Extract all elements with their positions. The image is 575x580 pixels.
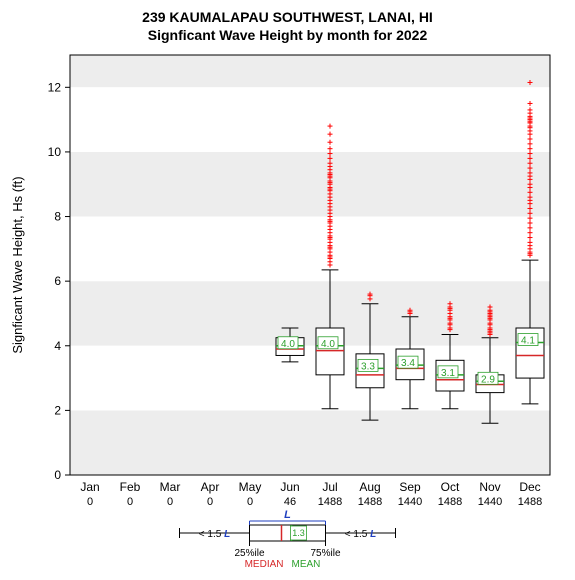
x-category-label: Apr xyxy=(201,480,220,494)
x-category-label: Feb xyxy=(120,480,141,494)
ytick-label: 6 xyxy=(54,274,61,288)
mean-label: 4.0 xyxy=(321,339,335,350)
mean-label: 3.3 xyxy=(361,361,375,372)
x-category-label: May xyxy=(239,480,262,494)
x-count-label: 0 xyxy=(87,496,93,508)
legend-L: L xyxy=(284,509,291,521)
ytick-label: 0 xyxy=(54,468,61,482)
mean-label: 2.9 xyxy=(481,374,495,385)
x-count-label: 46 xyxy=(284,496,296,508)
boxplot-chart: 024681012Signficant Wave Height, Hs (ft)… xyxy=(0,0,575,580)
grid-band xyxy=(70,152,550,217)
legend-mean-value: 1.3 xyxy=(292,528,305,538)
box xyxy=(316,328,344,375)
legend-lt15-left: < 1.5 L xyxy=(199,529,230,540)
x-category-label: Jun xyxy=(280,480,299,494)
legend-box xyxy=(250,525,326,541)
ytick-label: 2 xyxy=(54,403,61,417)
x-category-label: Aug xyxy=(359,480,380,494)
legend-25: 25%ile xyxy=(234,548,264,559)
svg-text:< 1.5 L: < 1.5 L xyxy=(345,529,376,540)
legend-75: 75%ile xyxy=(310,548,340,559)
x-category-label: Jul xyxy=(322,480,337,494)
mean-label: 3.4 xyxy=(401,358,415,369)
x-category-label: Nov xyxy=(479,480,500,494)
chart-title-2: Signficant Wave Height by month for 2022 xyxy=(148,27,428,43)
x-count-label: 1488 xyxy=(518,496,542,508)
x-count-label: 1440 xyxy=(398,496,422,508)
ytick-label: 12 xyxy=(48,80,62,94)
x-count-label: 0 xyxy=(167,496,173,508)
ytick-label: 8 xyxy=(54,210,61,224)
legend-median-label: MEDIAN xyxy=(245,559,284,570)
mean-label: 3.1 xyxy=(441,368,455,379)
grid-band xyxy=(70,217,550,282)
x-count-label: 1488 xyxy=(358,496,382,508)
legend-mean-label: MEAN xyxy=(292,559,321,570)
legend: 1.3L 25%ile 75%ile < 1.5 L < 1.5 L MEDIAN MEAN xyxy=(180,509,396,570)
x-count-label: 1440 xyxy=(478,496,502,508)
grid-band xyxy=(70,281,550,346)
x-category-label: Dec xyxy=(519,480,540,494)
grid-band xyxy=(70,87,550,152)
x-category-label: Mar xyxy=(160,480,181,494)
y-axis-label: Signficant Wave Height, Hs (ft) xyxy=(10,176,25,353)
ytick-label: 10 xyxy=(48,145,62,159)
legend-lt15-right: < 1.5 L xyxy=(345,529,376,540)
x-count-label: 0 xyxy=(127,496,133,508)
svg-text:< 1.5 L: < 1.5 L xyxy=(199,529,230,540)
chart-title-1: 239 KAUMALAPAU SOUTHWEST, LANAI, HI xyxy=(142,9,433,25)
x-category-label: Sep xyxy=(399,480,421,494)
mean-label: 4.1 xyxy=(521,336,535,347)
x-count-label: 1488 xyxy=(318,496,342,508)
grid-band xyxy=(70,410,550,475)
ytick-label: 4 xyxy=(54,339,61,353)
x-category-label: Oct xyxy=(441,480,460,494)
x-count-label: 0 xyxy=(207,496,213,508)
x-category-label: Jan xyxy=(80,480,99,494)
grid-band xyxy=(70,55,550,87)
x-count-label: 0 xyxy=(247,496,253,508)
mean-label: 4.0 xyxy=(281,339,295,350)
x-count-label: 1488 xyxy=(438,496,462,508)
